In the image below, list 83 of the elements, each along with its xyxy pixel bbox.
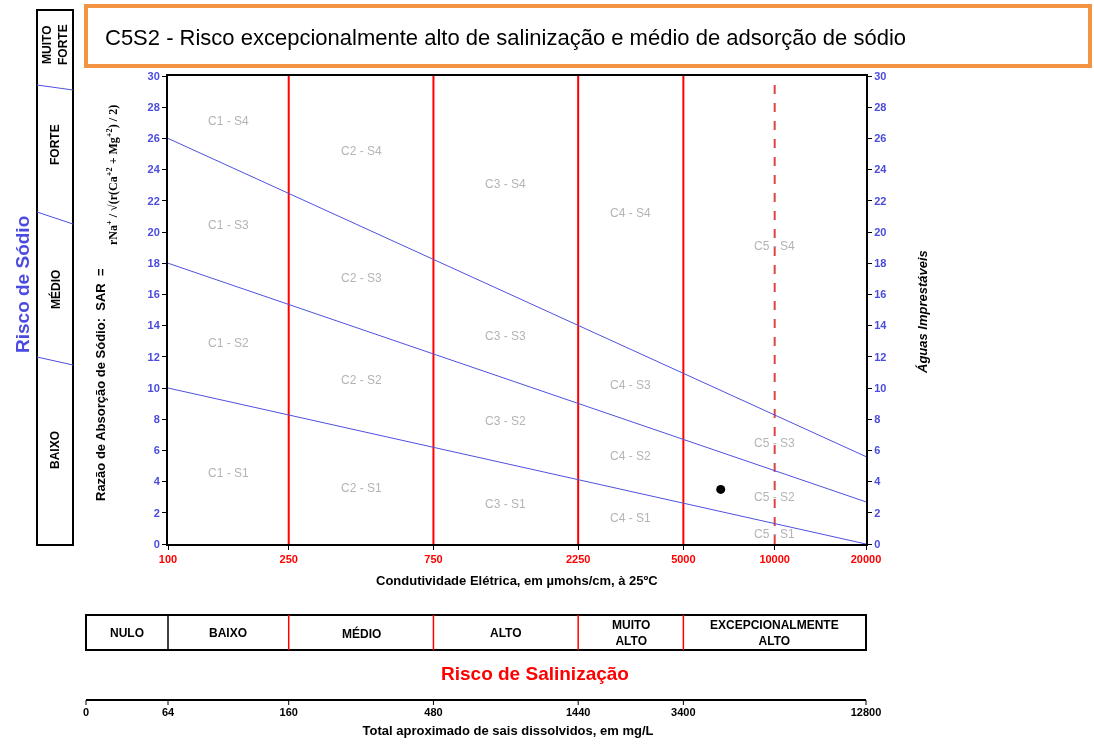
x-tick-label: 100	[158, 553, 178, 566]
text: EXCEPCIONALMENTE ALTO	[710, 618, 839, 648]
annotation: C4 - S4	[610, 206, 652, 220]
text: MÉDIO	[48, 269, 63, 309]
annotation: C2 - S1	[341, 481, 383, 495]
y2-tick-label: 22	[874, 194, 887, 207]
text: MUITO ALTO	[612, 618, 651, 648]
y-tick-label: 16	[147, 288, 160, 301]
chart-title: C5S2 - Risco excepcionalmente alto de salinização e médio de adsorção de sódio	[105, 24, 907, 50]
y2-tick-label: 10	[874, 381, 887, 394]
text: FORTE	[48, 124, 62, 165]
y-tick-label: 0	[153, 537, 160, 550]
y-tick-label: 6	[153, 444, 160, 457]
text: BAIXO	[48, 430, 62, 469]
y-axis-title: Razão de Absorção de Sódio: SAR =	[93, 268, 108, 501]
annotation: C5 - S2	[754, 490, 796, 504]
annotation: C4 - S3	[610, 378, 652, 392]
annotation: C4 - S2	[610, 449, 652, 463]
y-tick-label: 14	[147, 319, 161, 332]
annotation: C2 - S3	[341, 271, 383, 285]
y2-tick-label: 24	[874, 163, 888, 176]
text: MUITO FORTE	[40, 24, 70, 65]
y-tick-label: 20	[147, 225, 160, 238]
annotation: C5 - S4	[754, 239, 796, 253]
y-tick-label: 22	[147, 194, 160, 207]
text: NULO	[110, 626, 144, 640]
x-tick-label: 750	[424, 553, 443, 566]
y2-tick-label: 8	[874, 413, 881, 426]
x-axis-title: Condutividade Elétrica, em µmohs/cm, à 25ºC	[376, 573, 659, 588]
annotation: C3 - S3	[485, 329, 527, 343]
y-tick-label: 2	[153, 506, 160, 519]
annotation: C1 - S2	[208, 336, 250, 350]
annotation: C1 - S4	[208, 114, 250, 128]
text: 1440	[565, 706, 591, 718]
annotation: C1 - S3	[208, 218, 250, 232]
text: BAIXO	[209, 626, 248, 640]
annotation: C3 - S1	[485, 497, 527, 511]
y2-tick-label: 14	[874, 319, 888, 332]
y-tick-label: 30	[147, 69, 160, 82]
annotation: C1 - S1	[208, 466, 250, 480]
annotation: C3 - S2	[485, 414, 527, 428]
y-tick-label: 10	[147, 381, 160, 394]
text: Total aproximado de sais dissolvidos, em mg/L	[362, 723, 654, 738]
y-tick-label: 12	[147, 350, 160, 363]
annotation: C3 - S4	[485, 177, 527, 191]
annotation: C5 - S3	[754, 436, 796, 450]
annotation: C5 - S1	[754, 527, 796, 541]
x-tick-label: 2250	[565, 553, 591, 566]
annotation: C4 - S1	[610, 511, 652, 525]
text: 480	[424, 706, 443, 718]
y2-axis-title: Águas Imprestáveis	[915, 250, 930, 374]
text: Risco de Sódio	[12, 215, 33, 353]
text: 0	[82, 706, 90, 718]
text: 160	[279, 706, 298, 718]
x-tick-label: 250	[279, 553, 298, 566]
y2-tick-label: 0	[874, 537, 881, 550]
x-tick-label: 10000	[759, 553, 790, 566]
y2-tick-label: 30	[874, 69, 887, 82]
y2-tick-label: 4	[874, 475, 882, 488]
text: ALTO	[490, 626, 522, 640]
y2-tick-label: 26	[874, 132, 887, 145]
y-tick-label: 18	[147, 257, 160, 270]
text: 3400	[671, 706, 696, 718]
text: 12800	[850, 706, 882, 718]
y2-tick-label: 2	[874, 506, 881, 519]
y2-tick-label: 18	[874, 257, 887, 270]
y2-tick-label: 6	[874, 444, 881, 457]
annotation: C2 - S4	[341, 144, 383, 158]
y2-tick-label: 20	[874, 225, 887, 238]
y2-tick-label: 28	[874, 101, 887, 114]
x-tick-label: 5000	[671, 553, 696, 566]
y-tick-label: 24	[147, 163, 161, 176]
text: 64	[161, 706, 175, 718]
annotation: C2 - S2	[341, 373, 383, 387]
y2-tick-label: 12	[874, 350, 887, 363]
y-tick-label: 26	[147, 132, 160, 145]
y2-tick-label: 16	[874, 288, 887, 301]
y-tick-label: 4	[153, 475, 161, 488]
x-tick-label: 20000	[850, 553, 882, 566]
y-tick-label: 28	[147, 101, 160, 114]
text: Risco de Salinização	[441, 663, 629, 684]
text: MÉDIO	[342, 626, 382, 641]
y-tick-label: 8	[153, 413, 160, 426]
